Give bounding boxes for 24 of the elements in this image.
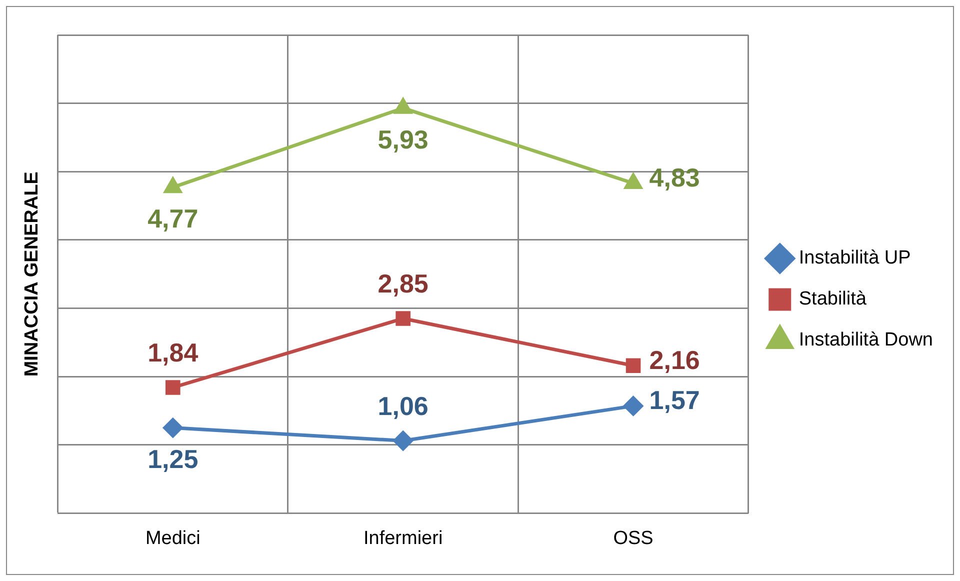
legend-label: Instabilità UP — [798, 248, 911, 269]
data-label: 2,85 — [378, 268, 428, 299]
data-label: 1,84 — [148, 338, 199, 368]
data-label: 5,93 — [378, 124, 428, 154]
point — [164, 178, 182, 194]
point — [396, 311, 410, 326]
legend-label: Stabilità — [798, 288, 867, 310]
point — [624, 396, 644, 416]
legend-label: Instabilità Down — [798, 330, 933, 351]
data-label: 2,16 — [649, 344, 700, 375]
point — [626, 358, 641, 374]
point — [163, 418, 183, 438]
x-tick-label: Infermieri — [363, 528, 443, 549]
data-label: 1,25 — [148, 444, 198, 474]
point — [393, 431, 413, 451]
data-label: 4,77 — [148, 204, 198, 234]
point — [624, 173, 642, 189]
data-label: 1,06 — [378, 390, 428, 421]
x-tick-label: Medici — [145, 528, 200, 549]
x-tick-label: OSS — [613, 528, 654, 549]
data-label: 1,57 — [649, 385, 700, 416]
y-axis-title: MINACCIA GENERALE — [22, 172, 43, 377]
point — [165, 380, 180, 395]
point — [394, 98, 412, 114]
